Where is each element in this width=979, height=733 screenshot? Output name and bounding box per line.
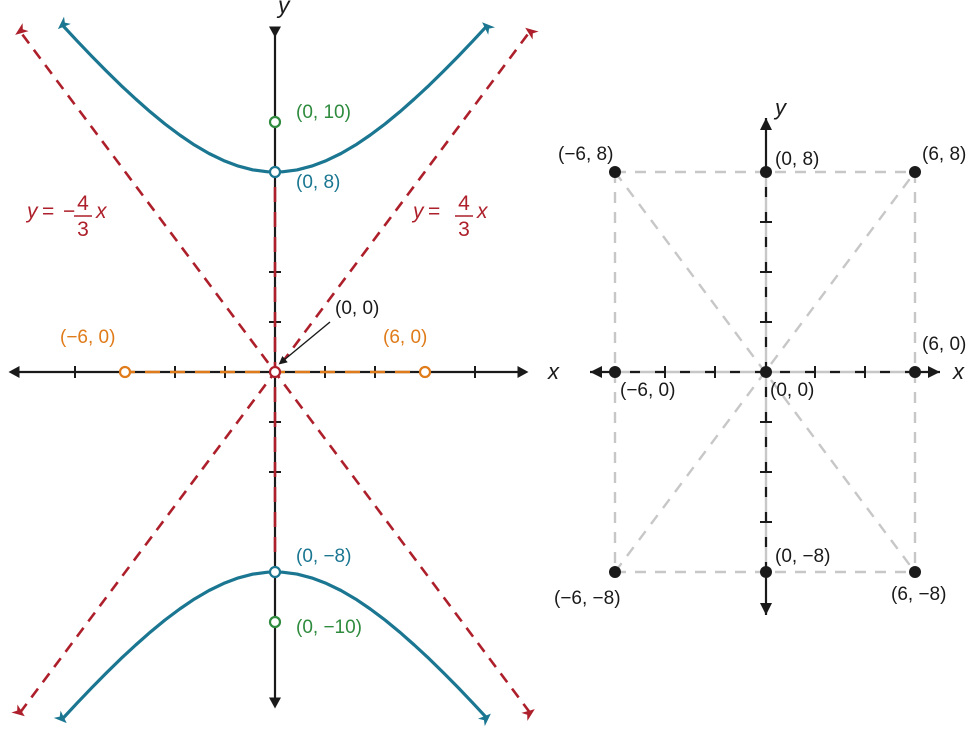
svg-text:x: x bbox=[476, 200, 489, 223]
svg-text:(6, 0): (6, 0) bbox=[383, 327, 427, 348]
svg-text:(0, −8): (0, −8) bbox=[775, 546, 830, 567]
svg-text:(−6, −8): (−6, −8) bbox=[554, 588, 621, 609]
svg-text:x: x bbox=[547, 359, 560, 384]
svg-text:y: y bbox=[25, 200, 39, 223]
svg-text:(0, 0): (0, 0) bbox=[335, 298, 379, 319]
svg-text:(6, −8): (6, −8) bbox=[891, 584, 946, 605]
svg-text:y: y bbox=[411, 200, 425, 223]
svg-text:3: 3 bbox=[77, 218, 89, 241]
svg-text:4: 4 bbox=[77, 192, 89, 215]
svg-text:x: x bbox=[95, 200, 108, 223]
svg-text:(0, 0): (0, 0) bbox=[770, 380, 814, 401]
svg-text:=: = bbox=[42, 200, 54, 223]
svg-text:3: 3 bbox=[458, 218, 470, 241]
svg-text:−: − bbox=[63, 200, 75, 223]
svg-text:(−6, 0): (−6, 0) bbox=[620, 380, 675, 401]
svg-text:(0, 8): (0, 8) bbox=[775, 149, 819, 170]
svg-text:4: 4 bbox=[458, 192, 470, 215]
svg-text:y: y bbox=[773, 95, 788, 120]
svg-text:(0, −10): (0, −10) bbox=[296, 617, 362, 638]
svg-text:(0, 10): (0, 10) bbox=[296, 102, 351, 123]
svg-text:(6, 8): (6, 8) bbox=[922, 144, 966, 165]
svg-text:(−6, 0): (−6, 0) bbox=[60, 327, 115, 348]
svg-text:(0, 8): (0, 8) bbox=[296, 172, 340, 193]
svg-text:=: = bbox=[428, 200, 440, 223]
svg-text:(0, −8): (0, −8) bbox=[296, 546, 351, 567]
svg-text:y: y bbox=[276, 0, 291, 18]
svg-text:x: x bbox=[952, 359, 965, 384]
svg-text:(−6, 8): (−6, 8) bbox=[558, 144, 613, 165]
svg-text:(6, 0): (6, 0) bbox=[922, 334, 966, 355]
